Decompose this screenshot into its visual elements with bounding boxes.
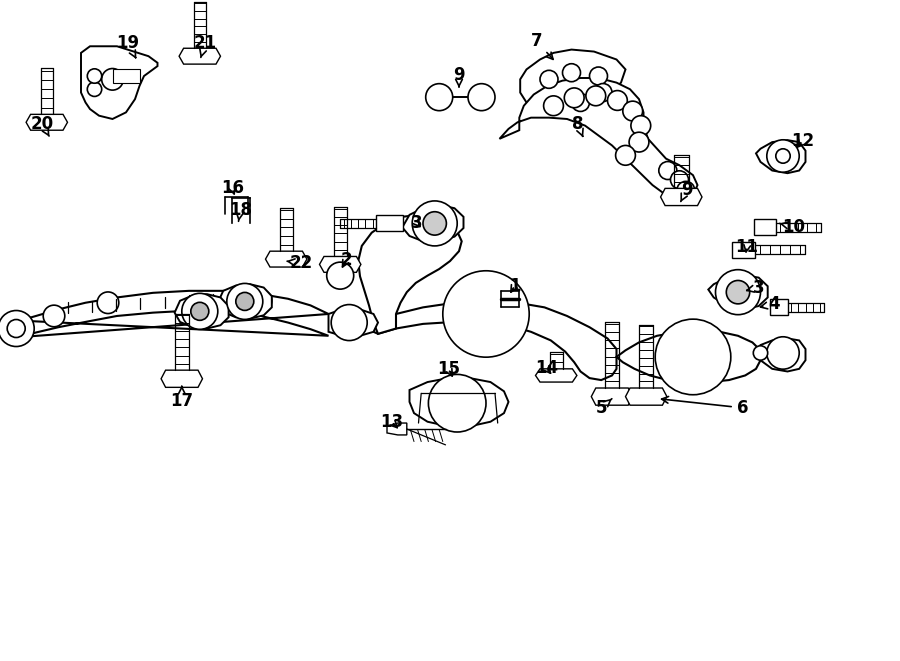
Polygon shape (179, 48, 220, 64)
Circle shape (594, 83, 612, 102)
Circle shape (670, 171, 688, 189)
Circle shape (716, 270, 760, 315)
Text: 20: 20 (31, 115, 54, 136)
Circle shape (776, 149, 790, 163)
Polygon shape (591, 388, 633, 405)
Circle shape (753, 346, 768, 360)
Text: 9: 9 (680, 180, 692, 202)
Circle shape (250, 290, 272, 311)
Circle shape (572, 93, 590, 112)
Circle shape (767, 336, 799, 369)
Text: 22: 22 (287, 254, 313, 272)
Circle shape (586, 86, 606, 106)
Polygon shape (402, 205, 464, 241)
Polygon shape (26, 114, 68, 130)
Polygon shape (9, 321, 20, 337)
Circle shape (659, 161, 677, 180)
Circle shape (7, 319, 25, 338)
Polygon shape (770, 299, 788, 315)
Circle shape (426, 84, 453, 110)
Circle shape (236, 292, 254, 311)
Text: 7: 7 (531, 32, 554, 59)
Circle shape (623, 101, 643, 121)
Polygon shape (112, 69, 140, 83)
Circle shape (423, 212, 446, 235)
Circle shape (590, 67, 608, 85)
Circle shape (631, 116, 651, 136)
Circle shape (726, 280, 750, 304)
Polygon shape (81, 46, 158, 119)
Polygon shape (708, 275, 768, 309)
Text: 17: 17 (170, 387, 194, 410)
Circle shape (102, 69, 123, 90)
Polygon shape (520, 50, 625, 112)
Circle shape (43, 305, 65, 327)
Text: 5: 5 (596, 399, 612, 417)
Polygon shape (320, 256, 361, 272)
Circle shape (191, 302, 209, 321)
Polygon shape (661, 188, 702, 206)
Text: 2: 2 (341, 251, 352, 269)
Circle shape (87, 82, 102, 97)
Circle shape (629, 132, 649, 152)
Circle shape (331, 305, 367, 340)
Circle shape (327, 262, 354, 289)
Polygon shape (616, 330, 760, 382)
Polygon shape (175, 294, 229, 329)
Circle shape (540, 70, 558, 89)
Polygon shape (756, 140, 806, 173)
Text: 8: 8 (572, 115, 583, 136)
Circle shape (562, 63, 580, 82)
Circle shape (227, 284, 263, 319)
Text: 21: 21 (194, 34, 217, 58)
Text: 15: 15 (436, 360, 460, 378)
Polygon shape (626, 388, 667, 405)
Circle shape (767, 139, 799, 173)
Polygon shape (732, 242, 755, 258)
Circle shape (655, 319, 731, 395)
Text: 10: 10 (779, 217, 806, 236)
Text: 16: 16 (220, 179, 244, 198)
Text: 13: 13 (380, 412, 403, 431)
Text: 9: 9 (454, 65, 464, 87)
Polygon shape (358, 215, 462, 334)
Circle shape (608, 91, 627, 110)
Polygon shape (20, 291, 328, 337)
Circle shape (428, 374, 486, 432)
Text: 12: 12 (791, 132, 814, 150)
Text: 14: 14 (535, 359, 558, 377)
Circle shape (0, 311, 34, 346)
Text: 11: 11 (735, 237, 759, 256)
Circle shape (412, 201, 457, 246)
Circle shape (468, 84, 495, 110)
Circle shape (443, 271, 529, 357)
Text: 18: 18 (229, 200, 252, 221)
Text: 6: 6 (662, 397, 748, 417)
Polygon shape (374, 301, 616, 380)
Circle shape (182, 293, 218, 329)
Polygon shape (218, 284, 272, 319)
Polygon shape (410, 378, 508, 426)
Circle shape (564, 88, 584, 108)
Text: 1: 1 (509, 276, 520, 295)
Circle shape (87, 69, 102, 83)
Circle shape (544, 96, 563, 116)
Polygon shape (328, 309, 378, 336)
Text: 4: 4 (760, 295, 779, 313)
Polygon shape (500, 78, 698, 198)
Polygon shape (376, 215, 403, 231)
Polygon shape (760, 338, 806, 371)
Text: 19: 19 (116, 34, 140, 58)
Polygon shape (161, 370, 202, 387)
Text: 3: 3 (411, 214, 422, 232)
Circle shape (677, 181, 695, 200)
Polygon shape (387, 423, 407, 435)
Polygon shape (266, 251, 307, 267)
Polygon shape (536, 369, 577, 382)
Polygon shape (754, 219, 776, 235)
Circle shape (97, 292, 119, 313)
Circle shape (616, 145, 635, 165)
Text: 3: 3 (747, 278, 764, 297)
